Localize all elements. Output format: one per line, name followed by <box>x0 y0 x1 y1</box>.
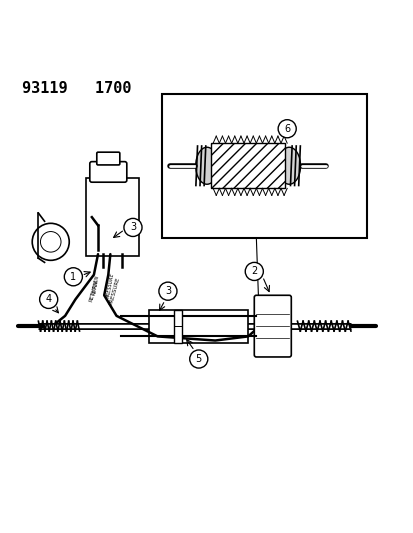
Circle shape <box>189 350 207 368</box>
Bar <box>174 310 182 343</box>
Text: 2: 2 <box>251 266 257 277</box>
Ellipse shape <box>195 147 218 184</box>
Circle shape <box>64 268 82 286</box>
Ellipse shape <box>277 147 300 184</box>
FancyBboxPatch shape <box>211 143 285 188</box>
Bar <box>161 94 366 238</box>
FancyBboxPatch shape <box>90 161 126 182</box>
Circle shape <box>244 262 263 280</box>
Text: 3: 3 <box>164 286 171 296</box>
FancyBboxPatch shape <box>254 295 291 357</box>
Text: PRESSURE: PRESSURE <box>105 272 115 298</box>
Text: 93119   1700: 93119 1700 <box>22 82 131 96</box>
Text: RETURN: RETURN <box>88 280 99 303</box>
Circle shape <box>40 290 57 309</box>
Text: 5: 5 <box>195 354 202 364</box>
Text: PRESSURE: PRESSURE <box>108 277 120 305</box>
Circle shape <box>123 219 142 237</box>
FancyBboxPatch shape <box>85 178 139 256</box>
Text: RETURN: RETURN <box>92 274 100 295</box>
Circle shape <box>278 120 296 138</box>
Text: 1: 1 <box>70 272 76 282</box>
Circle shape <box>40 231 61 252</box>
Circle shape <box>32 223 69 260</box>
Text: 3: 3 <box>130 222 136 232</box>
Circle shape <box>159 282 176 300</box>
FancyBboxPatch shape <box>97 152 119 165</box>
FancyBboxPatch shape <box>149 310 247 343</box>
Text: 6: 6 <box>283 124 290 134</box>
Text: 4: 4 <box>45 294 52 304</box>
